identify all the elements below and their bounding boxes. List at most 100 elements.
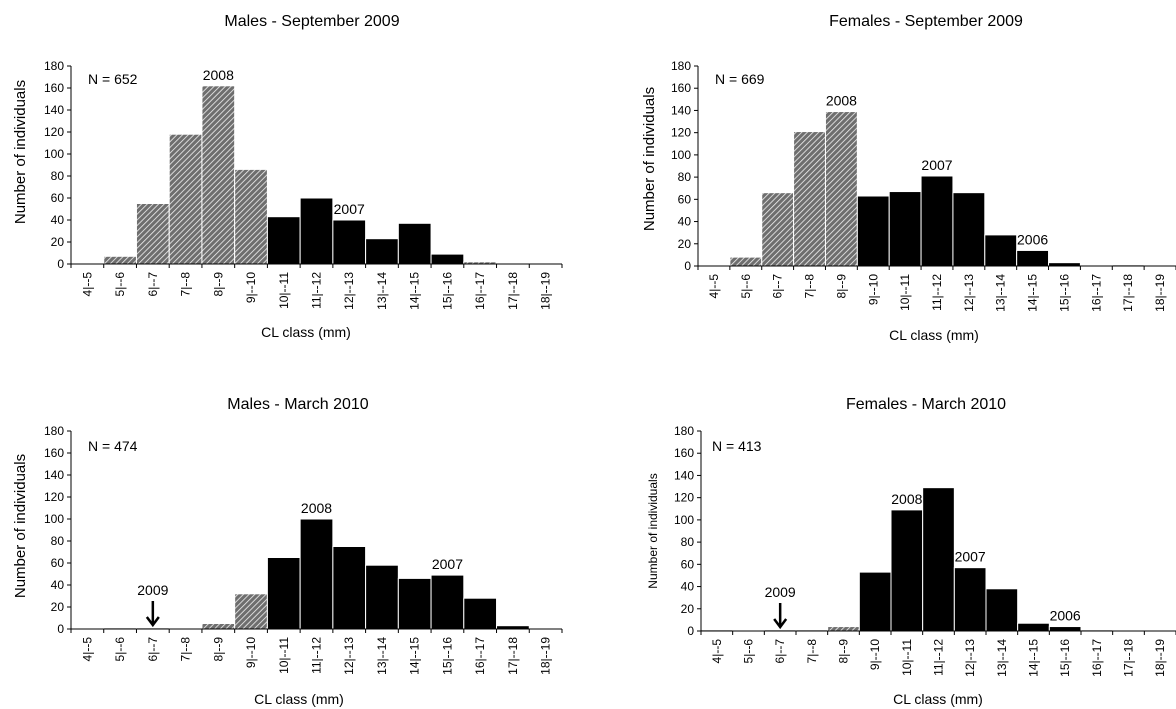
x-tick-label: 17|--18 <box>506 637 520 675</box>
cohort-label: 2007 <box>432 556 463 572</box>
chart-title: Females - March 2010 <box>846 396 1006 413</box>
y-tick-label: 60 <box>51 556 65 570</box>
x-tick-label: 8|--9 <box>211 272 225 297</box>
x-tick-label: 6|--7 <box>146 637 160 662</box>
y-tick-label: 40 <box>678 215 692 229</box>
x-tick-label: 4|--5 <box>710 639 724 664</box>
cohort-label: 2008 <box>891 491 922 507</box>
bar <box>234 168 268 265</box>
bar <box>266 557 301 630</box>
x-tick-label: 7|--8 <box>803 274 817 299</box>
x-tick-label: 17|--18 <box>1122 639 1136 677</box>
bar <box>985 588 1019 632</box>
x-tick-label: 6|--7 <box>146 272 160 297</box>
y-tick-label: 160 <box>44 446 64 460</box>
x-tick-label: 16|--17 <box>1089 274 1103 312</box>
x-tick-label: 9|--10 <box>244 272 258 303</box>
y-tick-label: 120 <box>44 125 64 139</box>
x-tick-label: 6|--7 <box>773 639 787 664</box>
cohort-label: 2009 <box>137 582 168 598</box>
y-tick-label: 140 <box>671 103 691 117</box>
cohort-arrow-head <box>145 616 160 628</box>
bar <box>888 191 922 267</box>
x-tick-label: 17|--18 <box>506 272 520 310</box>
cohort-label: 2008 <box>301 500 332 516</box>
cohort-label: 2008 <box>203 67 234 83</box>
bar <box>793 131 826 267</box>
n-label: N = 474 <box>88 438 138 454</box>
y-tick-label: 140 <box>674 468 694 482</box>
x-tick-label: 12|--13 <box>342 272 356 310</box>
y-tick-label: 80 <box>51 169 65 183</box>
x-axis-label: CL class (mm) <box>893 691 983 707</box>
cohort-label: 2006 <box>1017 231 1048 247</box>
y-tick-label: 20 <box>681 602 695 616</box>
y-axis-label: Number of individuals <box>12 454 29 598</box>
bar <box>103 255 137 265</box>
bar <box>984 234 1018 267</box>
plot-area: 0 20 40 60 80 100 120 140 160 180 4|--5 5|--6 6|--7 7… <box>44 59 563 310</box>
x-tick-label: 16|--17 <box>473 272 487 310</box>
x-tick-label: 18|--19 <box>539 272 553 310</box>
n-label: N = 413 <box>712 438 762 454</box>
x-tick-label: 18|--19 <box>1153 639 1167 677</box>
y-tick-label: 80 <box>681 535 695 549</box>
y-tick-label: 120 <box>671 126 691 140</box>
x-tick-label: 5|--6 <box>742 639 756 664</box>
y-axis-label: Number of individuals <box>12 80 29 224</box>
plot-area: 0 20 40 60 80 100 120 140 160 180 4|--5 5|--6 6|--7 7… <box>44 424 563 675</box>
bar <box>761 192 795 267</box>
x-tick-label: 6|--7 <box>771 274 785 299</box>
x-axis-label: CL class (mm) <box>254 691 344 707</box>
x-tick-label: 5|--6 <box>113 272 127 297</box>
y-tick-label: 60 <box>51 191 65 205</box>
bar <box>1017 622 1050 632</box>
x-tick-label: 15|--16 <box>1058 639 1072 677</box>
y-tick-label: 160 <box>671 81 691 95</box>
x-tick-label: 13|--14 <box>994 274 1008 312</box>
x-tick-label: 14|--15 <box>1026 274 1040 312</box>
x-axis-label: CL class (mm) <box>889 327 979 343</box>
bar <box>299 518 334 630</box>
n-label: N = 669 <box>715 71 765 87</box>
x-tick-label: 14|--15 <box>408 637 422 675</box>
x-tick-label: 11|--12 <box>310 637 324 674</box>
y-tick-label: 40 <box>51 578 65 592</box>
x-tick-label: 8|--9 <box>837 639 851 664</box>
bar <box>332 546 367 630</box>
y-tick-label: 180 <box>671 59 691 73</box>
x-tick-label: 15|--16 <box>440 637 454 675</box>
x-tick-label: 10|--11 <box>277 637 291 674</box>
bar <box>922 487 955 632</box>
x-tick-label: 10|--11 <box>277 272 291 309</box>
bar <box>397 222 432 265</box>
x-tick-label: 15|--16 <box>1057 274 1071 312</box>
bar <box>201 85 236 265</box>
bar <box>430 253 465 265</box>
x-tick-label: 18|--19 <box>1153 274 1167 312</box>
y-tick-label: 100 <box>44 512 64 526</box>
x-tick-label: 7|--8 <box>179 272 193 297</box>
y-tick-label: 0 <box>57 622 64 636</box>
bar <box>1048 626 1082 632</box>
bar <box>856 195 890 267</box>
bar <box>365 238 399 265</box>
panel-males-sep-2009: Males - September 2009 N = 652 Number of… <box>12 13 563 340</box>
panel-females-sep-2009: Females - September 2009 N = 669 Number … <box>641 13 1176 343</box>
y-tick-label: 40 <box>681 580 695 594</box>
x-tick-label: 10|--11 <box>900 639 914 676</box>
x-tick-label: 12|--13 <box>962 274 976 312</box>
bar <box>463 597 498 630</box>
x-tick-label: 11|--12 <box>930 274 944 311</box>
plot-area: 0 20 40 60 80 100 120 140 160 180 4|--5 5|--6 6|--7 7… <box>674 424 1176 677</box>
chart-title: Males - September 2009 <box>224 13 399 30</box>
chart-title: Females - September 2009 <box>829 13 1023 30</box>
cohort-label: 2007 <box>955 549 986 565</box>
y-tick-label: 160 <box>674 446 694 460</box>
x-tick-label: 7|--8 <box>805 639 819 664</box>
bar <box>299 197 334 265</box>
y-tick-label: 60 <box>681 557 695 571</box>
x-tick-label: 8|--9 <box>834 274 848 299</box>
bar <box>827 626 860 632</box>
